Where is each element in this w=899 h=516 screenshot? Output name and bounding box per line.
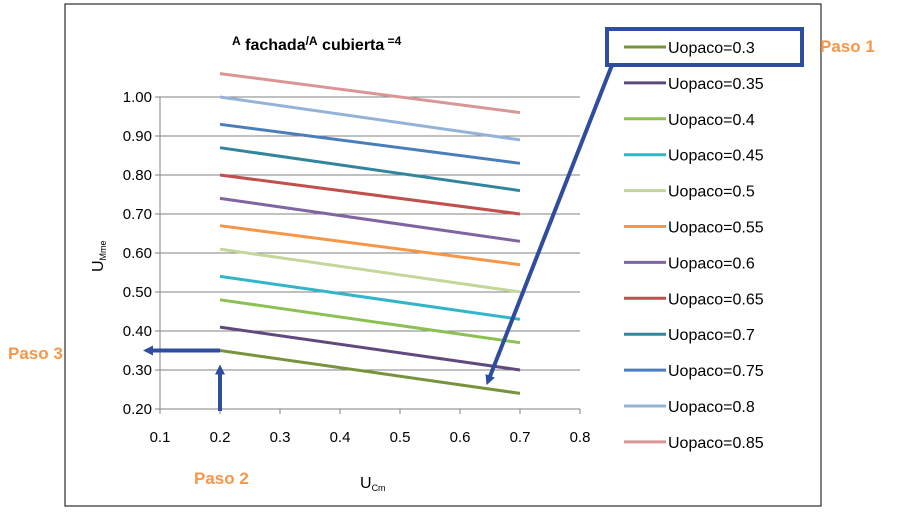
x-tick-label: 0.2: [210, 429, 231, 446]
y-tick-label: 0.30: [123, 362, 152, 379]
x-tick-label: 0.5: [390, 429, 411, 446]
x-tick-label: 0.8: [570, 429, 591, 446]
series-line-9: [219, 122, 521, 165]
chart-title: A fachada/A cubierta =4: [232, 34, 402, 54]
legend-entry: Uopaco=0.85: [668, 435, 764, 452]
title-part3: =4: [384, 34, 401, 48]
x-tick-label: 0.4: [330, 429, 351, 446]
step1-arrow: [485, 64, 614, 386]
legend-entry: Uopaco=0.65: [668, 291, 764, 308]
y-tick-label: 0.80: [123, 167, 152, 184]
series-line-10: [219, 95, 521, 142]
series-line-5: [219, 224, 521, 267]
y-tick-label: 0.50: [123, 284, 152, 301]
legend-entry: Uopaco=0.35: [668, 76, 764, 93]
title-part1-sub: fachada: [241, 37, 306, 54]
y-tick-label: 0.70: [123, 206, 152, 223]
legend-entry: Uopaco=0.3: [668, 40, 755, 57]
x-axis-label-sub: Cm: [372, 483, 386, 493]
y-tick-label: 0.90: [123, 128, 152, 145]
y-tick-label: 1.00: [123, 89, 152, 106]
title-part2-sub: cubierta: [318, 37, 385, 54]
y-tick-label: 0.20: [123, 401, 152, 418]
series-line-11: [219, 72, 521, 115]
y-axis-label: UMme: [90, 240, 108, 272]
series-line-0: [219, 349, 521, 395]
x-tick-label: 0.3: [270, 429, 291, 446]
legend-entry: Uopaco=0.5: [668, 184, 755, 201]
legend-highlight-box: [605, 27, 804, 67]
x-tick-labels: 0.1 0.2 0.3 0.4 0.5 0.6 0.7 0.8: [150, 429, 591, 446]
series-line-4: [219, 247, 521, 294]
series-line-7: [219, 173, 521, 216]
legend-entry: Uopaco=0.8: [668, 399, 755, 416]
legend-entry: Uopaco=0.75: [668, 363, 764, 380]
step1-label: Paso 1: [820, 37, 875, 56]
x-axis-label-main: U: [360, 475, 372, 492]
x-tick-label: 0.7: [510, 429, 531, 446]
legend-entry: Uopaco=0.45: [668, 148, 764, 165]
x-tick-label: 0.1: [150, 429, 171, 446]
legend-entry: Uopaco=0.7: [668, 327, 755, 344]
y-axis-label-sub: Mme: [98, 240, 108, 260]
y-tick-labels: 0.20 0.30 0.40 0.50 0.60 0.70 0.80 0.90 1.00: [123, 89, 152, 418]
series-lines: [219, 72, 521, 395]
legend-entry: Uopaco=0.4: [668, 112, 755, 129]
legend-entry: Uopaco=0.55: [668, 220, 764, 237]
x-axis-label: UCm: [360, 475, 386, 493]
series-line-6: [219, 196, 521, 243]
legend-entry: Uopaco=0.6: [668, 255, 755, 272]
y-tick-label: 0.60: [123, 245, 152, 262]
legend: Uopaco=0.3 Uopaco=0.35 Uopaco=0.4 Uopaco=0.…: [624, 40, 764, 452]
title-part2: /A: [306, 34, 318, 48]
title-part1: A: [232, 34, 241, 48]
series-line-1: [219, 325, 521, 372]
x-tick-label: 0.6: [450, 429, 471, 446]
y-axis-label-main: U: [90, 260, 107, 272]
series-line-2: [219, 298, 521, 345]
series-line-8: [219, 146, 521, 193]
step3-label: Paso 3: [8, 344, 63, 363]
step2-label: Paso 2: [194, 469, 249, 488]
y-tick-label: 0.40: [123, 323, 152, 340]
series-line-3: [219, 274, 521, 321]
